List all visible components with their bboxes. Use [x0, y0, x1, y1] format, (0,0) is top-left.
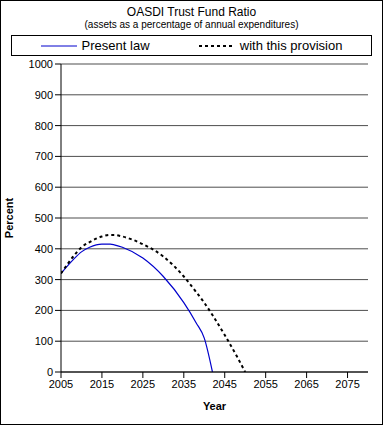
- svg-text:400: 400: [35, 243, 53, 255]
- svg-text:0: 0: [47, 366, 53, 378]
- svg-text:100: 100: [35, 335, 53, 347]
- svg-text:2005: 2005: [49, 378, 73, 390]
- svg-text:2015: 2015: [90, 378, 114, 390]
- svg-text:2055: 2055: [253, 378, 277, 390]
- svg-text:2025: 2025: [131, 378, 155, 390]
- svg-text:900: 900: [35, 89, 53, 101]
- svg-text:2075: 2075: [335, 378, 359, 390]
- html-text:with this provision: with this provision: [239, 38, 343, 53]
- svg-text:500: 500: [35, 212, 53, 224]
- svg-text:1000: 1000: [29, 58, 53, 70]
- svg-text:2035: 2035: [172, 378, 196, 390]
- svg-text:800: 800: [35, 120, 53, 132]
- svg-text:Year: Year: [203, 400, 227, 412]
- svg-text:Percent: Percent: [8, 197, 15, 238]
- svg-text:600: 600: [35, 181, 53, 193]
- svg-text:200: 200: [35, 304, 53, 316]
- svg-text:700: 700: [35, 150, 53, 162]
- svg-text:2065: 2065: [294, 378, 318, 390]
- svg-text:2045: 2045: [212, 378, 236, 390]
- html-text:OASDI Trust Fund Ratio: OASDI Trust Fund Ratio: [126, 5, 257, 19]
- html-text:Present law: Present law: [81, 38, 150, 53]
- html-text:(assets as a percentage of ann: (assets as a percentage of annual expend…: [84, 19, 299, 30]
- svg-text:300: 300: [35, 274, 53, 286]
